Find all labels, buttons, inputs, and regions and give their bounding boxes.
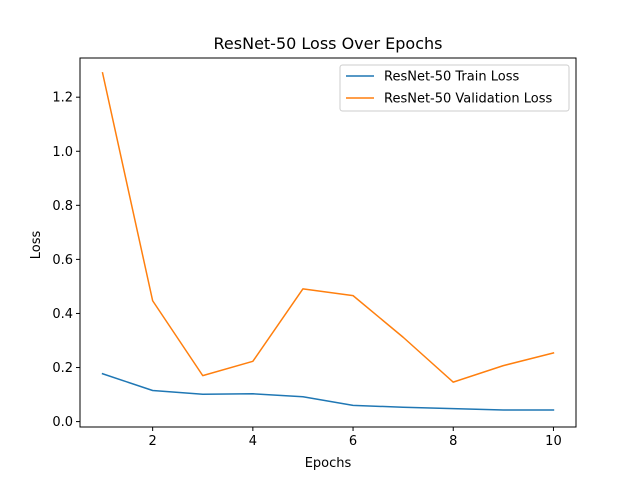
y-tick-label: 0.8 [52, 199, 73, 214]
legend: ResNet-50 Train Loss ResNet-50 Validation… [339, 64, 570, 112]
legend-label: ResNet-50 Train Loss [384, 70, 519, 85]
y-tick-label: 0.2 [52, 361, 73, 376]
x-tick-label: 4 [249, 434, 257, 449]
series-line-train-loss [101, 372, 555, 411]
y-tick-label: 1.0 [52, 145, 73, 160]
series-group [101, 71, 555, 411]
y-axis-title: Loss [29, 231, 44, 260]
x-tick-label: 2 [149, 434, 157, 449]
legend-label: ResNet-50 Validation Loss [384, 92, 552, 107]
axes-background [80, 58, 576, 427]
x-tick-label: 6 [349, 434, 357, 449]
y-tick-label: 0.4 [52, 307, 73, 322]
x-tick-label: 8 [449, 434, 457, 449]
y-tick-label: 0.6 [52, 253, 73, 268]
x-axis-title: Epochs [305, 456, 352, 471]
legend-box [339, 64, 570, 112]
x-tick-label: 10 [545, 434, 562, 449]
y-tick-label: 0.0 [52, 415, 73, 430]
y-tick-label: 1.2 [52, 91, 73, 106]
y-axis: 0.0 0.2 0.4 0.6 0.8 1.0 1.2 [52, 91, 80, 430]
x-axis: 2 4 6 8 10 [149, 427, 562, 449]
chart-title: ResNet-50 Loss Over Epochs [214, 34, 443, 53]
plot-area: 2 4 6 8 10 0.0 0.2 0.4 0.6 0.8 1.0 1.2 [52, 57, 577, 449]
series-line-validation-loss [101, 71, 555, 383]
axes-frame [79, 57, 577, 428]
